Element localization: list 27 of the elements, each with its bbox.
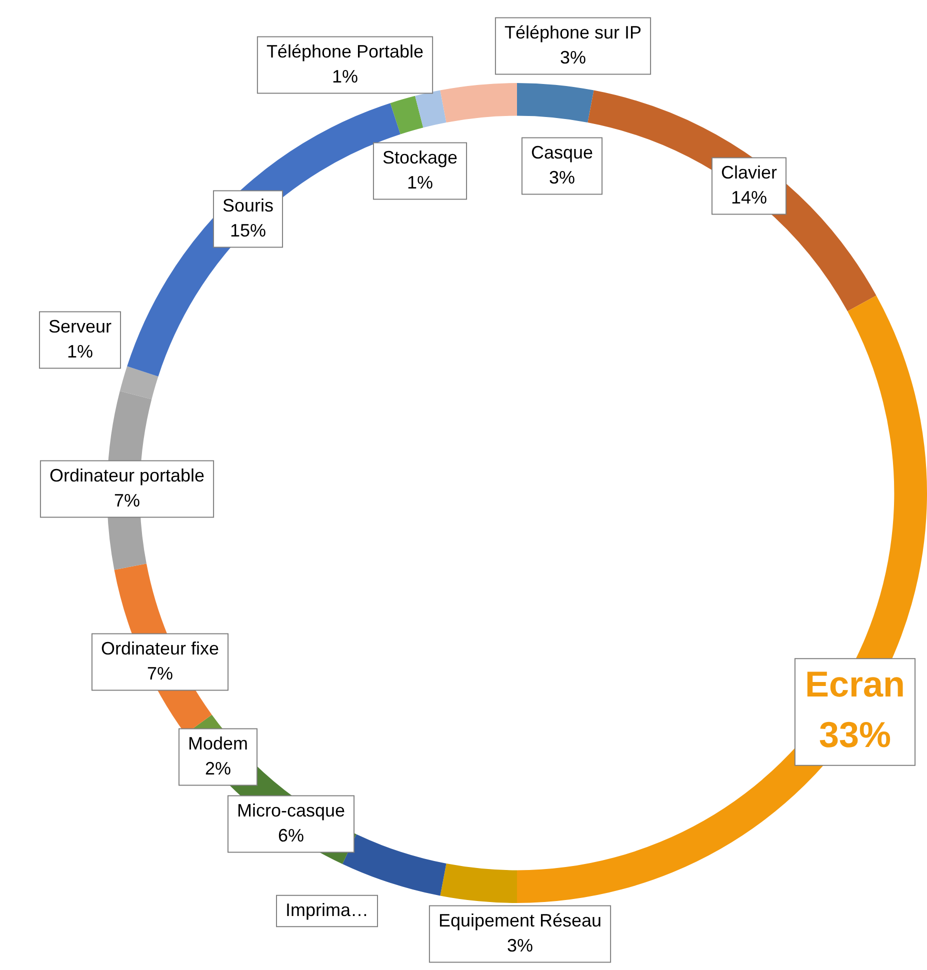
slice-label: Stockage [382,147,458,168]
slice-label: Téléphone sur IP [504,22,642,42]
data-label: 3% [548,168,576,188]
data-label: 1% [66,342,94,362]
slice-label: Equipement Réseau [438,910,602,930]
slice-label: Ordinateur fixe [100,638,220,658]
slice-label: Micro-casque [236,800,346,820]
slice-label: Imprima… [285,900,369,920]
slice-label: Ordinateur portable [49,465,205,486]
slice-label: Souris [222,195,274,216]
slice-label: Serveur [48,316,112,336]
data-label: 3% [560,48,586,68]
slice-label: Téléphone Portable [266,41,424,62]
slice-label: Modem [188,733,248,754]
data-label: 3% [506,936,534,956]
data-label: 14% [730,188,768,208]
data-label: 15% [230,220,266,241]
data-label: 6% [278,826,304,846]
data-label: 7% [114,490,140,511]
data-label: 1% [406,172,434,193]
data-label: 33% [818,714,892,756]
slice-label: Ecran [804,664,906,705]
data-label: 2% [204,758,232,779]
slice-label: Casque [530,142,594,162]
data-label: 1% [332,66,358,87]
slice-label: Clavier [720,162,778,182]
data-label: 7% [146,664,174,684]
